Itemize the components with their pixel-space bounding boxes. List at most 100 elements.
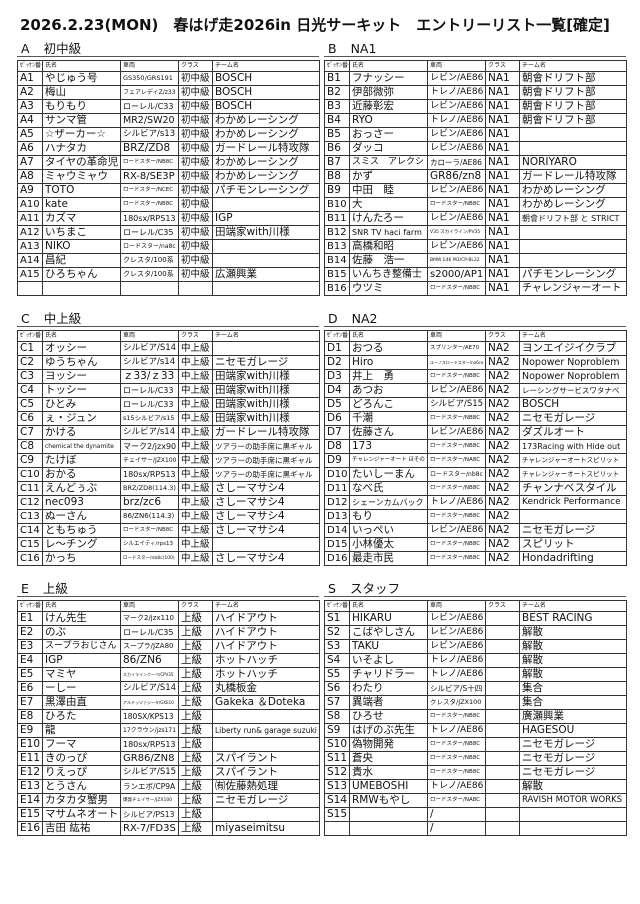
cell-number: D10 [324, 467, 350, 482]
cell-name: ダッコ [349, 141, 428, 156]
header-car: 車両 [120, 60, 179, 72]
entry-table: ｾﾞｯｹﾝ番号氏名車両クラスチーム名B1フナッシーレビン/AE86NA1朝會ドリ… [324, 60, 627, 296]
cell-number: S11 [324, 751, 350, 766]
cell-class: NA1 [485, 281, 520, 296]
cell-car: トレノ/AE86 [427, 723, 486, 738]
cell-class: 初中級 [178, 71, 213, 86]
table-row: E13 とうさん ランエボ/CP9A 上級 ㈲佐藤熱処理 [17, 779, 320, 794]
cell-name: けん先生 [42, 611, 121, 626]
cell-car: レビン/AE86 [427, 99, 486, 114]
cell-name: ひろちゃん [42, 267, 121, 282]
table-row: E15 マサムネオート シルビア/PS13 上級 [17, 807, 320, 822]
cell-number: E16 [17, 821, 43, 836]
cell-name: ぇ・ジュン [42, 411, 121, 426]
cell-car: シルビア/S15 [120, 765, 179, 780]
cell-name: マミヤ [42, 667, 121, 682]
cell-car: ロードスター/NB8C [427, 765, 486, 780]
header-class: クラス [178, 60, 213, 72]
table-row: C10 おかる 180sx/RPS13 中上級 ツアラーの助手席に黒ギャル [17, 467, 320, 482]
header-team: チーム名 [212, 60, 320, 72]
cell-class: 中上級 [178, 537, 213, 552]
cell-class: 中上級 [178, 369, 213, 384]
cell-class: NA1 [485, 71, 520, 86]
cell-class: 上級 [178, 751, 213, 766]
cell-class [485, 723, 520, 738]
cell-team: Nopower Noproblem [519, 355, 627, 370]
cell-class: 初中級 [178, 169, 213, 184]
cell-class: 上級 [178, 765, 213, 780]
table-row: C13 ぬーさん 86/ZN6(114.3) 中上級 さしーマサシ4 [17, 509, 320, 524]
cell-name: どろんこ [349, 397, 428, 412]
cell-number: C7 [17, 425, 43, 440]
cell-car: シルビア/S15 [427, 397, 486, 412]
table-row: E1 けん先生 マーク2/jzx110 上級 ハイドアウト [17, 611, 320, 626]
table-row: S12 貴水 ロードスター/NB8C ニセモガレージ [324, 765, 627, 780]
table-row: S5 チャリドラー トレノ/AE86 解散 [324, 667, 627, 682]
cell-car: 180SX/KPS13 [120, 709, 179, 724]
cell-car: スカイラインクーペ/CPV35 [120, 667, 179, 682]
cell-car: トレノ/AE86 [427, 85, 486, 100]
cell-name: かっち [42, 551, 121, 566]
table-row: B5 おっさー レビン/AE86 NA1 [324, 127, 627, 142]
cell-class [485, 751, 520, 766]
cell-name: カタカタ蟹男 [42, 793, 121, 808]
section-heading: A 初中級 [17, 42, 319, 57]
cell-car: RX-7/FD3S [120, 821, 179, 836]
cell-name: 昌紀 [42, 253, 121, 268]
header-name: 氏名 [42, 600, 121, 612]
table-row: A6 ハナタカ BRZ/ZD8 初中級 ガードレール特攻隊 [17, 141, 320, 156]
table-row: E3 スープラおじさん スープラ/JZA80 上級 ハイドアウト [17, 639, 320, 654]
cell-class: 初中級 [178, 113, 213, 128]
table-row: S15 / [324, 807, 627, 822]
cell-car: シルビア/S14 [120, 341, 179, 356]
cell-number: A11 [17, 211, 43, 226]
cell-name: ウツミ [349, 281, 428, 296]
cell-name: オッシー [42, 341, 121, 356]
cell-team: 集合 [519, 695, 627, 710]
cell-team [212, 281, 320, 296]
cell-car: ロードスター/NCEC [120, 183, 179, 198]
cell-team: BOSCH [212, 71, 320, 86]
section-c: C中上級ｾﾞｯｹﾝ番号氏名車両クラスチーム名C1オッシーシルビア/S14中上級C… [17, 312, 320, 566]
cell-name: 梅山 [42, 85, 121, 100]
cell-number: E13 [17, 779, 43, 794]
cell-team: 田端家with川様 [212, 225, 320, 240]
cell-number: A2 [17, 85, 43, 100]
table-row: D12 シェーンカムバック トレノ/AE86 NA2 Kendrick Performa… [324, 495, 627, 510]
header-class: クラス [485, 330, 520, 342]
cell-team [519, 509, 627, 524]
table-row: A1 やじゅう号 GS350/GRS191 初中級 BOSCH [17, 71, 320, 86]
cell-name [349, 821, 428, 836]
section-title: 初中級 [43, 42, 82, 56]
cell-class: 中上級 [178, 509, 213, 524]
cell-class: 上級 [178, 737, 213, 752]
cell-class [485, 821, 520, 836]
header-name: 氏名 [349, 60, 428, 72]
cell-name: 異端者 [349, 695, 428, 710]
cell-name: いっぺい [349, 523, 428, 538]
cell-number: C15 [17, 537, 43, 552]
cell-car: シルビア/S14 [120, 681, 179, 696]
cell-car: レビン/AE86 [427, 71, 486, 86]
cell-name: やじゅう号 [42, 71, 121, 86]
cell-class: 初中級 [178, 127, 213, 142]
cell-number: S4 [324, 653, 350, 668]
table-row: B10 大ロードスター/NB8C NA1 わかめレーシング [324, 197, 627, 212]
cell-team: スピリット [519, 537, 627, 552]
cell-name: あつお [349, 383, 428, 398]
cell-team: ガードレール特攻隊 [519, 169, 627, 184]
cell-car: GR86/ZN8 [120, 751, 179, 766]
cell-name: 蒼央 [349, 751, 428, 766]
cell-class: 初中級 [178, 253, 213, 268]
cell-team [519, 127, 627, 142]
table-row: E5 マミヤ スカイラインクーペ/CPV35 上級 ホットハッチ [17, 667, 320, 682]
cell-name: いちまこ [42, 225, 121, 240]
header-class: クラス [178, 600, 213, 612]
cell-car: ローレル/C33 [120, 383, 179, 398]
table-row: D16 最走市民 ロードスター/NB8C NA2 Hondadrifting [324, 551, 627, 566]
table-row: B14 佐藤 浩一 BMW E46 M3/CP-BL32 NA1 [324, 253, 627, 268]
cell-car: GS350/GRS191 [120, 71, 179, 86]
cell-car: 180sx/RPS13 [120, 467, 179, 482]
cell-number: C16 [17, 551, 43, 566]
cell-number: D14 [324, 523, 350, 538]
